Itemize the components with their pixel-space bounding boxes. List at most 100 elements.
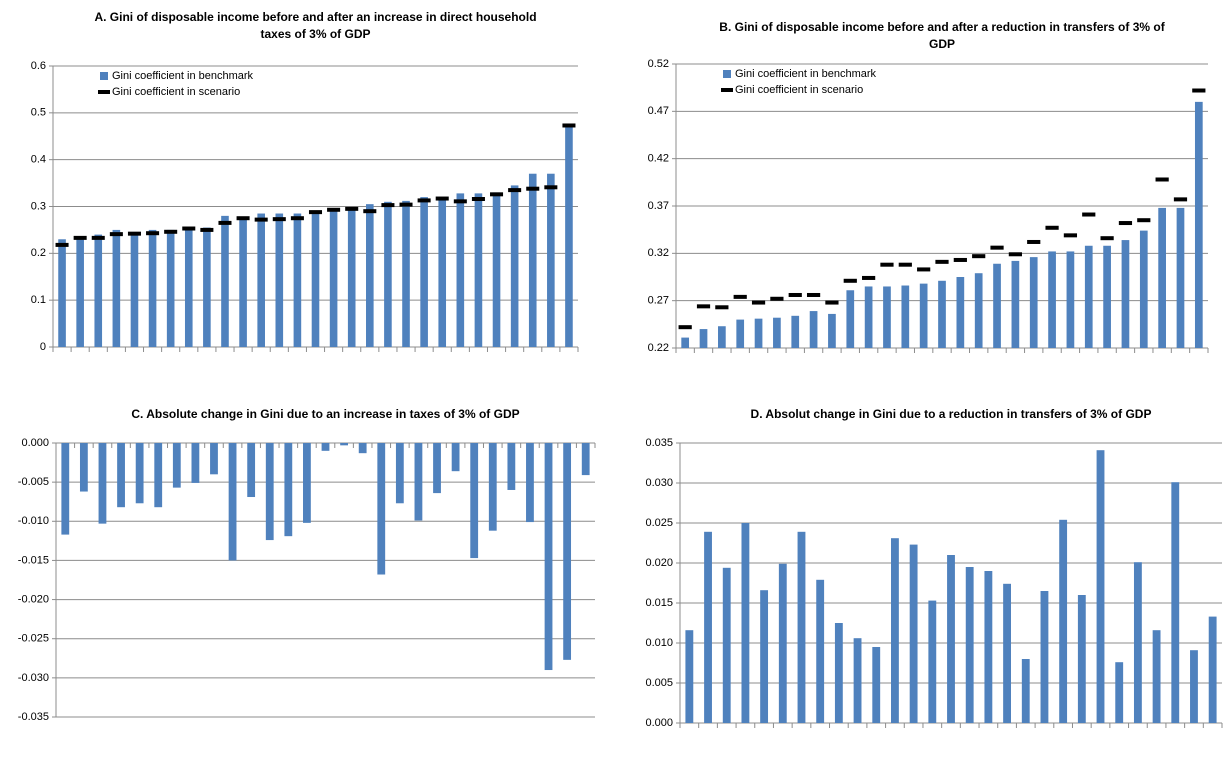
bar <box>275 213 284 347</box>
bar <box>414 443 423 521</box>
scenario-marker <box>1063 233 1078 238</box>
scenario-marker <box>236 216 250 221</box>
y-tick-label: -0.010 <box>18 515 49 527</box>
scenario-marker <box>55 242 69 247</box>
y-tick-label: 0.2 <box>31 247 46 259</box>
bar <box>228 443 237 561</box>
bar <box>1171 482 1180 723</box>
bar <box>984 571 993 723</box>
bar <box>778 563 787 723</box>
bar <box>1077 595 1086 723</box>
y-tick-label: 0.37 <box>648 200 669 212</box>
bar <box>321 443 330 451</box>
scenario-marker <box>733 294 747 299</box>
legend-swatch <box>721 88 733 92</box>
bar <box>699 329 708 348</box>
scenario-marker <box>1192 88 1206 93</box>
scenario-marker <box>526 186 540 191</box>
scenario-marker <box>1100 236 1114 241</box>
y-tick-label: 0.005 <box>645 677 673 689</box>
scenario-marker <box>1137 218 1151 223</box>
bar <box>1048 251 1056 348</box>
bar <box>809 311 818 348</box>
bar <box>347 208 356 347</box>
bar <box>284 443 293 537</box>
scenario-marker <box>290 216 304 221</box>
bar <box>58 239 66 347</box>
bar <box>947 555 955 723</box>
bar <box>1103 245 1111 348</box>
legend-swatch <box>723 70 731 78</box>
scenario-marker <box>471 197 485 202</box>
bar <box>172 443 181 488</box>
bar <box>741 523 750 723</box>
bar <box>1003 583 1011 723</box>
y-tick-label: 0.22 <box>648 342 669 354</box>
scenario-marker <box>308 210 323 215</box>
bar <box>507 443 516 490</box>
bar <box>1152 630 1161 723</box>
bar <box>718 326 726 348</box>
bar <box>98 443 107 524</box>
bar <box>993 263 1001 348</box>
y-tick-label: 0.42 <box>648 153 669 165</box>
y-tick-label: 0.4 <box>31 154 46 166</box>
bar <box>166 229 175 347</box>
bar <box>470 443 479 559</box>
bar <box>791 315 800 348</box>
bar <box>130 232 139 347</box>
bar <box>938 280 946 348</box>
y-tick-label: 0.030 <box>645 477 673 489</box>
bar <box>919 283 928 348</box>
bar <box>883 286 891 348</box>
y-tick-label: 0.020 <box>645 557 673 569</box>
bar <box>1190 650 1198 723</box>
bar <box>760 590 769 723</box>
bar <box>1133 562 1142 723</box>
bar <box>303 443 311 523</box>
y-tick-label: 0.000 <box>645 717 673 729</box>
y-tick-label: 0.015 <box>645 597 673 609</box>
scenario-marker <box>417 198 431 203</box>
bar <box>451 443 460 472</box>
chart-title: D. Absolut change in Gini due to a reduc… <box>750 407 1152 421</box>
bar <box>79 443 88 492</box>
scenario-marker <box>1008 252 1022 257</box>
bar <box>1096 450 1105 723</box>
bar <box>1121 240 1130 348</box>
bar <box>736 319 745 348</box>
bar <box>544 443 553 671</box>
bar <box>928 600 937 723</box>
scenario-marker <box>825 300 839 305</box>
bar <box>257 213 265 347</box>
bar <box>565 124 573 348</box>
bar <box>76 236 84 347</box>
bar <box>1115 662 1124 723</box>
y-tick-label: 0.32 <box>648 247 669 259</box>
scenario-marker <box>1045 225 1059 230</box>
scenario-marker <box>91 235 105 240</box>
bar <box>1194 101 1203 348</box>
bar <box>846 290 855 348</box>
bar <box>685 630 694 723</box>
scenario-marker <box>972 254 986 259</box>
bar <box>528 173 537 347</box>
bar <box>891 538 899 723</box>
scenario-marker <box>1155 177 1169 182</box>
bar <box>488 443 497 531</box>
bar <box>191 443 200 483</box>
y-tick-label: 0.47 <box>648 105 669 117</box>
y-tick-label: 0.000 <box>21 437 49 449</box>
scenario-marker <box>862 275 876 280</box>
bar <box>722 567 731 723</box>
y-tick-label: 0.025 <box>645 517 673 529</box>
bar <box>184 227 193 347</box>
scenario-marker <box>880 262 894 267</box>
bar <box>828 313 836 348</box>
scenario-marker <box>1082 212 1096 217</box>
bar <box>681 337 690 348</box>
bar <box>704 531 712 723</box>
scenario-marker <box>399 202 413 207</box>
bar <box>433 443 441 494</box>
